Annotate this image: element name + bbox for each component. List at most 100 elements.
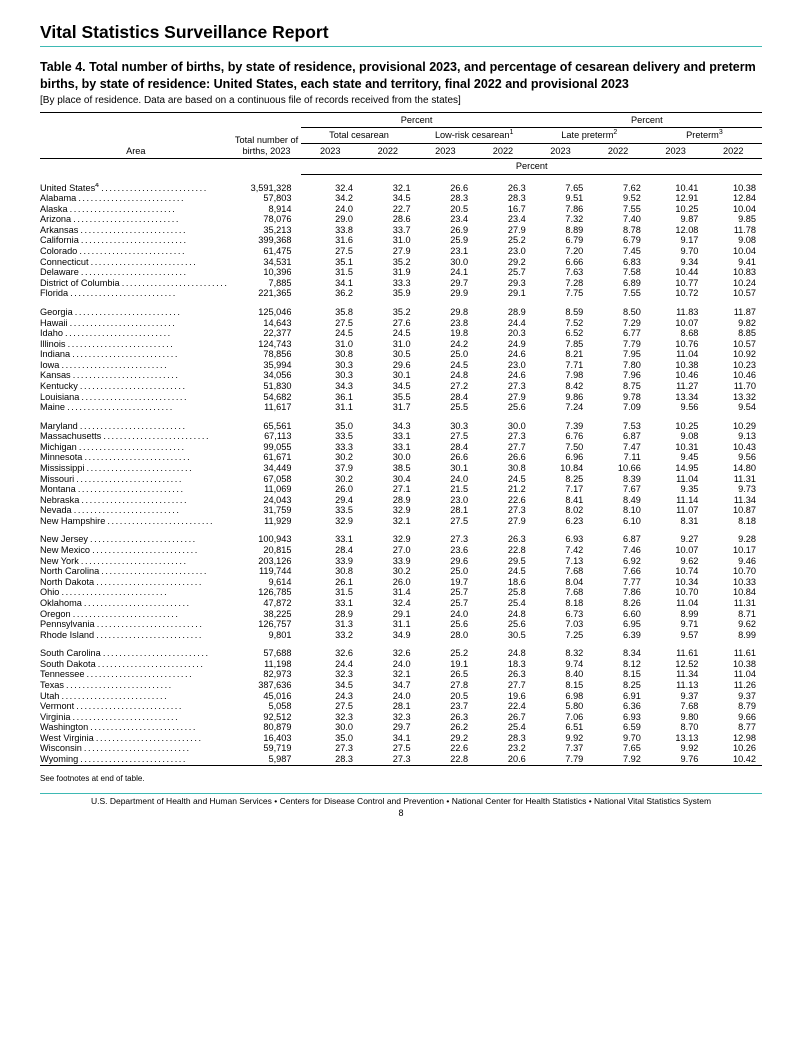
cell-total: 34,449	[232, 463, 302, 474]
cell-lr22: 27.9	[474, 392, 532, 403]
cell-lp23: 8.89	[532, 225, 590, 236]
cell-lr23: 24.8	[417, 370, 475, 381]
cell-pt22: 11.34	[704, 495, 762, 506]
cell-tc22: 29.6	[359, 360, 417, 371]
births-table: Area Total number of births, 2023 Percen…	[40, 112, 762, 766]
cell-lr23: 20.5	[417, 691, 475, 702]
cell-pt23: 9.08	[647, 431, 705, 442]
cell-lr22: 20.3	[474, 328, 532, 339]
cell-lp23: 8.02	[532, 505, 590, 516]
table-row: Wyoming5,98728.327.322.820.67.797.929.76…	[40, 754, 762, 765]
cell-total: 14,643	[232, 318, 302, 329]
cell-lp23: 8.04	[532, 577, 590, 588]
hdr-lp-2023: 2023	[532, 143, 590, 159]
cell-pt22: 9.46	[704, 556, 762, 567]
hdr-percent-right: Percent	[532, 113, 762, 128]
cell-total: 7,885	[232, 278, 302, 289]
cell-area: United States4	[40, 183, 232, 194]
cell-total: 80,879	[232, 722, 302, 733]
cell-tc22: 30.2	[359, 566, 417, 577]
table-row: New York203,12633.933.929.629.57.136.929…	[40, 556, 762, 567]
cell-lr23: 30.3	[417, 421, 475, 432]
cell-lp22: 7.47	[589, 442, 647, 453]
cell-lr23: 24.0	[417, 609, 475, 620]
cell-tc22: 31.1	[359, 619, 417, 630]
cell-tc22: 27.0	[359, 545, 417, 556]
cell-pt23: 9.45	[647, 452, 705, 463]
cell-lp23: 7.25	[532, 630, 590, 641]
cell-pt22: 10.26	[704, 743, 762, 754]
cell-pt22: 11.61	[704, 648, 762, 659]
cell-lp22: 6.87	[589, 534, 647, 545]
footnote: See footnotes at end of table.	[40, 774, 762, 783]
cell-lp22: 10.66	[589, 463, 647, 474]
cell-lp22: 8.78	[589, 225, 647, 236]
cell-total: 11,069	[232, 484, 302, 495]
cell-pt23: 9.76	[647, 754, 705, 765]
table-row: Ohio126,78531.531.425.725.87.687.8610.70…	[40, 587, 762, 598]
cell-lp22: 6.95	[589, 619, 647, 630]
cell-area: Nevada	[40, 505, 232, 516]
cell-pt23: 9.92	[647, 743, 705, 754]
table-row: Connecticut34,53135.135.230.029.26.666.8…	[40, 257, 762, 268]
cell-pt23: 14.95	[647, 463, 705, 474]
cell-total: 47,872	[232, 598, 302, 609]
cell-area: Michigan	[40, 442, 232, 453]
cell-lp23: 6.66	[532, 257, 590, 268]
cell-total: 5,058	[232, 701, 302, 712]
cell-pt22: 10.29	[704, 421, 762, 432]
cell-total: 35,213	[232, 225, 302, 236]
cell-lr23: 25.2	[417, 648, 475, 659]
cell-lp22: 7.77	[589, 577, 647, 588]
cell-pt23: 10.77	[647, 278, 705, 289]
cell-area: Alabama	[40, 193, 232, 204]
cell-tc22: 34.1	[359, 733, 417, 744]
cell-pt23: 10.76	[647, 339, 705, 350]
cell-tc22: 26.0	[359, 577, 417, 588]
cell-pt22: 10.57	[704, 288, 762, 299]
cell-area: Kentucky	[40, 381, 232, 392]
cell-lp23: 7.39	[532, 421, 590, 432]
cell-area: Maryland	[40, 421, 232, 432]
cell-area: Mississippi	[40, 463, 232, 474]
cell-lr22: 23.0	[474, 360, 532, 371]
cell-tc23: 36.1	[301, 392, 359, 403]
cell-tc23: 29.0	[301, 214, 359, 225]
cell-tc22: 22.7	[359, 204, 417, 215]
cell-pt22: 9.37	[704, 691, 762, 702]
cell-lp22: 7.79	[589, 339, 647, 350]
table-row: Idaho22,37724.524.519.820.36.526.778.688…	[40, 328, 762, 339]
cell-pt23: 10.38	[647, 360, 705, 371]
cell-pt22: 10.24	[704, 278, 762, 289]
table-row: Delaware10,39631.531.924.125.77.637.5810…	[40, 267, 762, 278]
cell-lr23: 26.2	[417, 722, 475, 733]
cell-tc22: 32.3	[359, 712, 417, 723]
cell-lp23: 8.18	[532, 598, 590, 609]
cell-area: Georgia	[40, 307, 232, 318]
cell-pt22: 9.82	[704, 318, 762, 329]
cell-lp23: 6.96	[532, 452, 590, 463]
cell-area: Tennessee	[40, 669, 232, 680]
cell-tc22: 27.5	[359, 743, 417, 754]
cell-pt23: 10.31	[647, 442, 705, 453]
cell-lr22: 27.3	[474, 381, 532, 392]
cell-total: 38,225	[232, 609, 302, 620]
cell-lp22: 8.10	[589, 505, 647, 516]
cell-tc23: 32.9	[301, 516, 359, 527]
cell-area: Indiana	[40, 349, 232, 360]
cell-pt23: 8.31	[647, 516, 705, 527]
cell-area: South Dakota	[40, 659, 232, 670]
cell-lr22: 25.6	[474, 619, 532, 630]
cell-tc23: 24.5	[301, 328, 359, 339]
cell-pt23: 9.17	[647, 235, 705, 246]
cell-tc22: 29.1	[359, 609, 417, 620]
cell-tc22: 33.1	[359, 442, 417, 453]
table-row: Pennsylvania126,75731.331.125.625.67.036…	[40, 619, 762, 630]
cell-lr23: 28.3	[417, 193, 475, 204]
cell-lp23: 8.40	[532, 669, 590, 680]
cell-tc23: 24.3	[301, 691, 359, 702]
cell-lr22: 24.9	[474, 339, 532, 350]
cell-tc23: 30.2	[301, 474, 359, 485]
cell-lp23: 7.13	[532, 556, 590, 567]
cell-lr23: 20.5	[417, 204, 475, 215]
